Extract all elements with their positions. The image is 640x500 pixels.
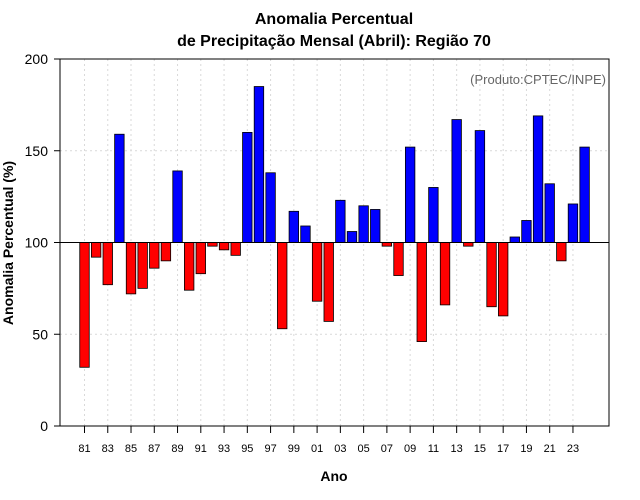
x-tick-label: 07 [381,443,393,455]
bar-below-normal [160,242,172,262]
bar-below-normal [393,242,404,276]
bar-below-normal [79,242,90,368]
bar-above-normal [265,172,276,243]
x-tick-label: 87 [148,443,160,455]
bar-above-normal [358,205,369,243]
bars-layer [79,86,590,368]
bar-above-normal [242,131,253,243]
bar-above-normal [474,130,486,243]
x-tick-label: 01 [311,443,323,455]
x-tick-label: 85 [125,443,137,455]
chart-title-line-2: de Precipitação Mensal (Abril): Região 7… [177,33,491,50]
bar-below-normal [556,242,567,262]
bar-below-normal [137,242,148,289]
x-tick-label: 95 [241,443,253,455]
bar-below-normal [311,242,323,302]
bar-below-normal [486,242,497,308]
bar-above-normal [335,199,346,243]
bar-below-normal [230,242,241,256]
x-tick-label: 93 [218,443,230,455]
bar-below-normal [102,242,113,286]
x-tick-label: 89 [171,443,183,455]
bar-above-normal [370,209,381,243]
y-axis: 0 50 100 150 200 [25,51,60,434]
x-tick-label: 05 [357,443,369,455]
x-tick-label: 13 [451,443,463,455]
bar-above-normal [114,133,125,243]
bar-above-normal [521,220,532,243]
bar-below-normal [439,242,451,306]
x-tick-label: 03 [334,443,346,455]
x-tick-label: 23 [567,443,579,455]
x-tick-label: 21 [544,443,556,455]
y-tick-label: 50 [32,326,48,342]
bar-above-normal [532,115,544,243]
bar-below-normal [498,242,509,317]
bar-below-normal [149,242,160,269]
bar-below-normal [125,242,137,295]
bar-above-normal [509,236,520,243]
x-tick-label: 11 [428,443,439,455]
x-tick-label: 15 [474,443,486,455]
bar-above-normal [544,183,555,243]
x-tick-label: 17 [497,443,509,455]
bar-below-normal [184,242,195,291]
x-tick-label: 99 [288,443,300,455]
bar-above-normal [567,203,579,243]
bar-below-normal [463,242,474,247]
bar-above-normal [451,119,462,243]
y-axis-label: Anomalia Percentual (%) [0,161,16,325]
bar-above-normal [346,231,358,243]
x-tick-label: 97 [264,443,276,455]
x-tick-label: 91 [195,443,207,455]
bar-below-normal [416,242,427,342]
y-tick-label: 100 [25,235,49,251]
bar-above-normal [253,86,265,243]
chart-title-line-1: Anomalia Percentual [255,11,413,28]
bar-below-normal [90,242,102,258]
x-tick-label: 09 [404,443,416,455]
x-axis: 81 83 85 87 89 91 93 95 97 99 01 03 05 07 09 11 13 15 17 19… [78,426,579,455]
bar-below-normal [195,242,206,275]
y-tick-label: 0 [40,418,48,434]
bar-above-normal [404,146,416,243]
bar-above-normal [172,170,183,243]
x-tick-label: 83 [102,443,114,455]
x-axis-label: Ano [320,468,347,484]
bar-below-normal [381,242,393,247]
bar-below-normal [207,242,218,247]
source-annotation: (Produto:CPTEC/INPE) [470,72,606,87]
y-tick-label: 150 [25,143,49,159]
bar-above-normal [579,146,590,243]
bar-below-normal [218,242,230,251]
bar-below-normal [277,242,288,330]
bar-below-normal [323,242,334,322]
y-tick-label: 200 [25,51,49,67]
x-tick-label: 19 [520,443,532,455]
bar-above-normal [300,225,311,243]
bar-above-normal [288,210,299,243]
x-tick-label: 81 [78,443,90,455]
bar-above-normal [428,187,439,243]
